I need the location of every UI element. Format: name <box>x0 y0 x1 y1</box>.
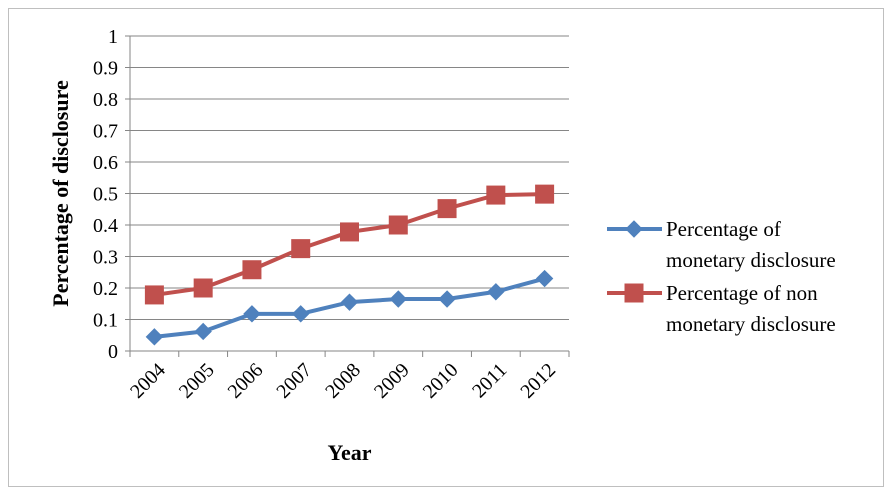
y-tick-label: 0.1 <box>93 310 118 332</box>
axes <box>125 35 570 357</box>
x-tick-labels: 2004 2005 2006 2007 2008 2009 2010 2011 2012 <box>126 359 560 403</box>
chart-frame <box>8 8 884 487</box>
data-point-diamond <box>194 322 212 341</box>
y-tick-labels: 0 0.1 0.2 0.3 0.4 0.5 0.6 0.7 0.8 0.9 1 <box>93 26 118 363</box>
y-tick-label: 0.6 <box>93 152 118 174</box>
series-1 <box>145 269 554 346</box>
legend-label: monetary disclosure <box>666 248 836 272</box>
series-line <box>154 192 545 297</box>
x-tick-label: 2005 <box>175 359 219 403</box>
data-point-diamond <box>145 328 164 346</box>
x-tick-label: 2006 <box>224 359 268 403</box>
x-axis-title: Year <box>328 440 372 465</box>
data-point-diamond <box>625 220 643 238</box>
y-tick-label: 0.2 <box>93 278 118 300</box>
x-tick-label: 2004 <box>126 359 170 403</box>
x-tick-label: 2008 <box>321 359 365 403</box>
y-tick-label: 0 <box>108 341 118 363</box>
x-tick-label: 2012 <box>516 359 560 403</box>
legend-item-1: Percentage of monetary disclosure <box>607 217 836 272</box>
y-tick-label: 0.5 <box>93 184 118 206</box>
data-point-square <box>437 199 457 219</box>
x-tick-label: 2010 <box>419 359 463 403</box>
data-point-diamond <box>243 305 261 323</box>
y-axis-title: Percentage of disclosure <box>48 80 73 307</box>
data-point-square <box>624 283 644 303</box>
y-tick-label: 0.3 <box>93 247 118 269</box>
data-point-square <box>193 278 213 298</box>
data-point-square <box>291 239 311 259</box>
legend-label: monetary disclosure <box>666 312 836 336</box>
y-tick-label: 0.8 <box>93 89 118 111</box>
data-point-square <box>388 215 408 235</box>
data-point-diamond <box>340 293 359 311</box>
data-point-square <box>144 285 164 305</box>
y-tick-label: 0.7 <box>93 121 118 143</box>
legend-item-2: Percentage of non monetary disclosure <box>607 281 836 336</box>
y-tick-label: 0.9 <box>93 58 118 80</box>
data-point-diamond <box>438 290 456 308</box>
data-point-square <box>340 222 359 242</box>
y-tick-label: 1 <box>108 26 118 48</box>
x-tick-label: 2009 <box>370 359 414 403</box>
data-point-square <box>242 260 262 280</box>
series-group <box>144 184 555 346</box>
data-point-square <box>486 185 506 205</box>
data-point-diamond <box>535 269 554 288</box>
gridlines <box>130 35 569 320</box>
x-tick-label: 2011 <box>468 359 511 402</box>
data-point-diamond <box>292 305 310 323</box>
x-tick-label: 2007 <box>272 359 316 403</box>
series-2 <box>144 184 555 305</box>
legend-label: Percentage of <box>666 217 781 241</box>
data-point-diamond <box>389 290 407 308</box>
y-tick-label: 0.4 <box>93 215 118 237</box>
legend-label: Percentage of non <box>666 281 818 305</box>
data-point-diamond <box>487 283 505 301</box>
data-point-square <box>535 184 555 204</box>
